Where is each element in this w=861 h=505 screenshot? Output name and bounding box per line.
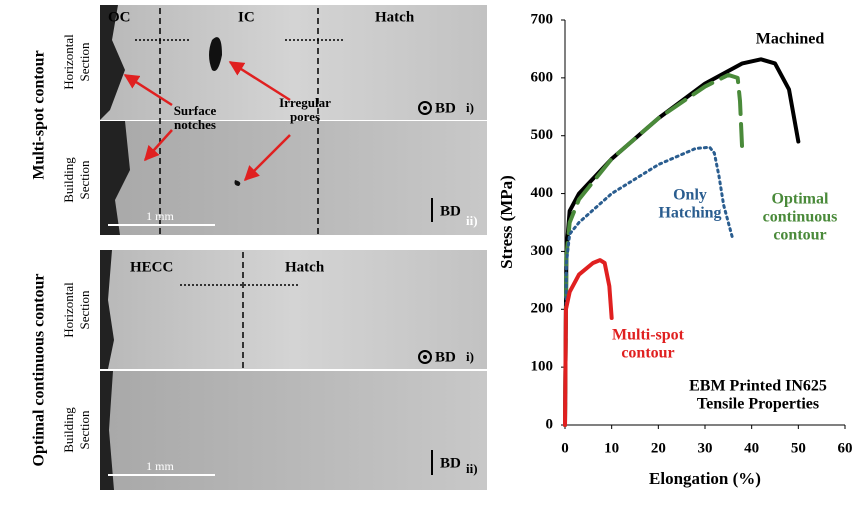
annotation: Multi-spot [612, 327, 685, 344]
section-label: Horizontal [61, 282, 76, 338]
series-line [565, 75, 742, 425]
section-label: Section [77, 410, 92, 449]
y-tick-label: 300 [531, 243, 554, 259]
series-line [565, 260, 612, 425]
x-tick-label: 60 [838, 440, 853, 456]
zone-label: IC [238, 9, 255, 25]
section-label: Section [77, 42, 92, 81]
section-label: Section [77, 290, 92, 329]
figure: Multi-spot contour Horizontal Section Bu… [0, 0, 861, 500]
panel-index: ii) [466, 213, 478, 228]
body: {"micrographs": { "rows": [ {"title": "M… [0, 0, 861, 500]
y-axis-label: Stress (MPa) [497, 175, 516, 269]
x-tick-label: 20 [651, 440, 666, 456]
x-tick-label: 10 [604, 440, 619, 456]
y-tick-label: 700 [531, 11, 554, 27]
panel-index: ii) [466, 461, 478, 476]
row-title: Multi-spot contour [31, 50, 48, 179]
annotation: Tensile Properties [697, 396, 819, 413]
zone-label: Hatch [375, 9, 415, 25]
annotation: Optimal [772, 191, 829, 208]
zone-label: HECC [130, 259, 173, 275]
annotation: Only [673, 187, 707, 204]
section-label: Building [61, 157, 76, 203]
page: body { margin: 0; width: 861px; height: … [0, 0, 861, 500]
x-axis-label: Elongation (%) [649, 469, 761, 488]
bd-symbol [423, 106, 427, 110]
y-tick-label: 100 [531, 359, 554, 375]
panel-index: i) [466, 100, 474, 115]
scale-label: 1 mm [146, 459, 174, 473]
row-title: Optimal continuous contour [31, 274, 48, 467]
x-tick-label: 40 [744, 440, 759, 456]
annotation: Machined [756, 31, 825, 48]
y-tick-label: 600 [531, 69, 554, 85]
bd-label: BD [435, 100, 456, 116]
annotation: pores [290, 109, 320, 124]
section-label: Building [61, 407, 76, 453]
section-label: Section [77, 160, 92, 199]
y-tick-label: 500 [531, 127, 554, 143]
section-label: Horizontal [61, 34, 76, 90]
zone-label: OC [108, 9, 131, 25]
bd-label: BD [435, 349, 456, 365]
annotation: continuous [763, 209, 838, 226]
bd-symbol [423, 355, 427, 359]
annotation: Hatching [658, 205, 721, 222]
annotation: Irregular [279, 95, 331, 110]
panel-index: i) [466, 349, 474, 364]
annotation: contour [621, 345, 674, 362]
zone-label: Hatch [285, 259, 325, 275]
series-line [565, 59, 798, 425]
annotation: EBM Printed IN625 [689, 378, 827, 395]
y-tick-label: 0 [546, 416, 554, 432]
x-tick-label: 30 [698, 440, 713, 456]
x-tick-label: 50 [791, 440, 806, 456]
annotation: notches [174, 117, 216, 132]
annotation: contour [773, 227, 826, 244]
scale-label: 1 mm [146, 209, 174, 223]
y-tick-label: 200 [531, 301, 554, 317]
bd-label: BD [440, 203, 461, 219]
y-tick-label: 400 [531, 185, 554, 201]
bd-label: BD [440, 455, 461, 471]
x-tick-label: 0 [561, 440, 569, 456]
annotation: Surface [174, 103, 217, 118]
